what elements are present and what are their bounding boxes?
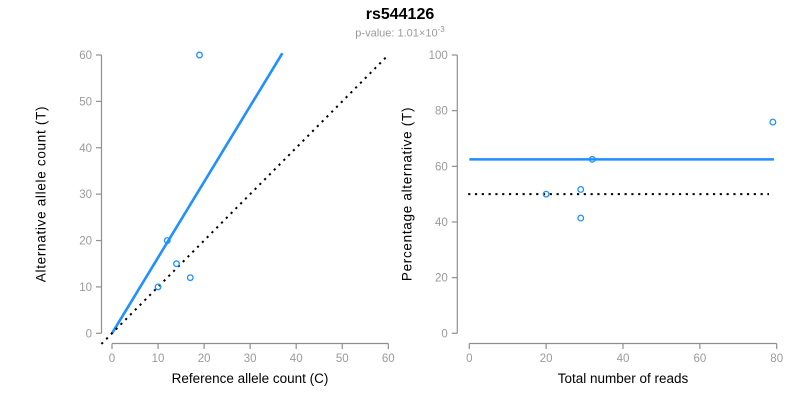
data-point [154,283,162,291]
y-tick-label: 80 [435,106,448,118]
y-axis-label-right: Percentage alternative (T) [399,106,415,282]
p-value-exponent: -3 [437,25,445,34]
x-tick-label: 50 [336,353,349,365]
x-tick-label: 60 [693,353,706,365]
x-tick-label: 30 [244,353,257,365]
data-point [577,214,585,222]
y-tick-label: 50 [79,96,92,108]
data-point [542,190,550,198]
x-tick-label: 60 [382,353,395,365]
x-tick-label: 80 [770,353,783,365]
data-point [588,155,596,163]
x-tick-label: 20 [540,353,553,365]
y-tick-label: 10 [79,282,92,294]
y-tick-label: 100 [429,50,448,62]
x-tick-label: 40 [617,353,630,365]
plot-title: rs544126 [365,6,435,23]
y-tick-label: 30 [79,189,92,201]
x-tick-label: 10 [152,353,165,365]
x-tick-label: 0 [109,353,115,365]
y-tick-label: 20 [79,236,92,248]
identity-line [100,56,388,345]
y-tick-label: 40 [79,143,92,155]
y-tick-label: 0 [86,328,92,340]
y-tick-label: 40 [435,217,448,229]
y-tick-label: 60 [79,50,92,62]
data-point [186,274,194,282]
x-axis-label-left: Reference allele count (C) [171,371,329,386]
p-value-text: p-value: 1.01×10 [355,27,438,40]
data-point [769,118,777,126]
data-point [163,237,171,244]
x-tick-label: 20 [198,353,211,365]
y-axis-label-left: Alternative allele count (T) [33,105,49,283]
data-point [577,185,585,193]
fit-line [110,52,284,334]
data-point [173,260,180,268]
data-point [196,51,203,59]
y-tick-label: 60 [435,161,448,173]
x-tick-label: 40 [290,353,303,365]
plot-subtitle: p-value: 1.01×10-3 [0,25,800,40]
x-tick-label: 0 [466,353,472,365]
y-tick-label: 0 [441,328,447,340]
x-axis-label-right: Total number of reads [557,371,689,386]
y-tick-label: 20 [435,273,448,285]
